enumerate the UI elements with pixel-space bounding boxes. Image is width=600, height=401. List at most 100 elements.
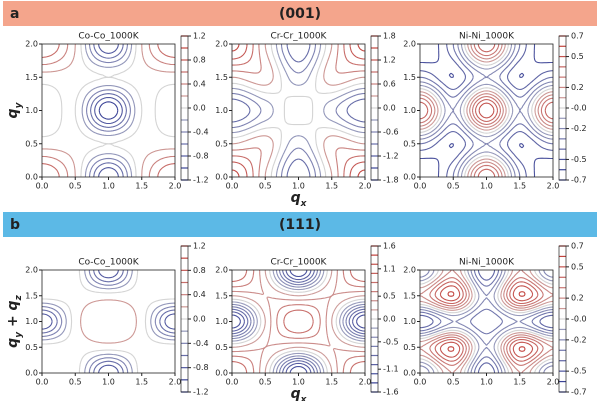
contour-line: [420, 44, 553, 177]
contour-line: [420, 270, 553, 373]
contour-line: [232, 270, 365, 373]
x-tick-label: 2.0: [359, 378, 372, 387]
colorbar-tick-label: -0.8: [193, 152, 209, 161]
x-tick-label: 1.0: [480, 182, 493, 191]
x-axis-label-part: x: [300, 395, 308, 401]
contour-line: [232, 44, 365, 177]
y-axis-label-part: q: [5, 108, 21, 118]
plot-title: Co-Co_1000K: [78, 258, 139, 268]
colorbar-tick-label: -0.5: [571, 367, 587, 376]
colorbar-tick-label: -0.0: [571, 104, 587, 113]
contour-line: [232, 44, 365, 177]
x-tick-label: 2.0: [169, 378, 182, 387]
colorbar-tick-label: 0.5: [571, 52, 584, 61]
plot-title: Ni-Ni_1000K: [459, 32, 515, 42]
contour-line: [232, 44, 365, 177]
y-axis-label-part: q: [5, 338, 21, 348]
x-axis-label-part: q: [291, 190, 301, 206]
colorbar-tick-label: 0.8: [193, 56, 206, 65]
x-tick-label: 2.0: [359, 182, 372, 191]
section-title: (111): [279, 217, 321, 233]
x-tick-label: 1.0: [102, 378, 115, 387]
colorbar-tick-label: 0.5: [383, 292, 396, 301]
colorbar-tick-label: -0.4: [193, 128, 209, 137]
y-axis-label-part: y: [14, 331, 24, 338]
y-tick-label: 0.5: [403, 343, 416, 352]
x-tick-label: 0.0: [414, 378, 427, 387]
x-tick-label: 0.5: [259, 182, 272, 191]
x-tick-label: 1.5: [513, 182, 526, 191]
x-axis-label-part: q: [291, 386, 301, 401]
y-axis-label-part: y: [14, 101, 24, 108]
contour-line: [420, 44, 553, 177]
y-axis-label: qy + qz: [5, 294, 24, 347]
x-tick-label: 0.5: [69, 378, 82, 387]
y-tick-label: 0.5: [25, 139, 38, 148]
x-tick-label: 0.5: [259, 378, 272, 387]
contour-line: [80, 299, 137, 344]
x-tick-label: 1.5: [325, 182, 338, 191]
colorbar-tick-label: -1.6: [383, 388, 399, 397]
colorbar-tick-label: -1.2: [193, 176, 209, 185]
colorbar-tick-label: -1.2: [383, 152, 399, 161]
contour-line: [42, 270, 175, 373]
colorbar-tick-label: 0.5: [571, 262, 584, 271]
contour-line: [420, 44, 553, 177]
contour-line: [232, 44, 365, 177]
y-tick-label: 2.0: [25, 40, 38, 49]
contour-line: [232, 44, 365, 177]
colorbar-tick-label: 0.4: [193, 80, 206, 89]
plot-title: Cr-Cr_1000K: [271, 32, 328, 42]
contour-line: [42, 44, 175, 177]
colorbar-tick-label: 0.0: [383, 315, 396, 324]
contour-line: [420, 44, 553, 177]
x-axis-label-part: x: [300, 199, 308, 209]
section-bar: [3, 1, 597, 26]
contour-plot: Ni-Ni_1000K 0.0 0.5 1.0 1.5 2.0 0.0 0.5 1.0 1.5 2.…: [403, 242, 586, 397]
contour-line: [232, 270, 365, 373]
contour-line: [420, 44, 553, 177]
x-tick-label: 2.0: [547, 182, 560, 191]
colorbar-tick-label: -1.2: [193, 388, 209, 397]
colorbar-tick-label: 1.2: [193, 32, 206, 41]
colorbar-tick-label: -0.7: [571, 388, 587, 397]
contour-line: [420, 270, 553, 373]
x-tick-label: 0.0: [226, 182, 239, 191]
contour-line: [420, 44, 553, 177]
y-tick-label: 0.0: [215, 173, 228, 182]
y-tick-label: 2.0: [215, 266, 228, 275]
contour-line: [420, 270, 553, 373]
plot-title: Cr-Cr_1000K: [271, 258, 328, 268]
contour-line: [232, 44, 365, 177]
y-tick-label: 1.5: [25, 73, 38, 82]
contour-line: [94, 44, 123, 177]
contour-line: [90, 44, 127, 177]
y-tick-label: 1.0: [403, 317, 416, 326]
colorbar-tick-label: -0.2: [571, 335, 587, 344]
contour-line: [232, 270, 365, 373]
contour-line: [420, 44, 553, 177]
x-tick-label: 1.0: [292, 182, 305, 191]
y-tick-label: 1.0: [215, 317, 228, 326]
contour-line: [420, 270, 553, 373]
colorbar-tick-label: 0.6: [383, 80, 396, 89]
colorbar-tick-label: -0.5: [571, 155, 587, 164]
y-tick-label: 0.5: [403, 139, 416, 148]
x-tick-label: 0.0: [36, 378, 49, 387]
colorbar-tick-label: -0.8: [193, 363, 209, 372]
y-tick-label: 1.0: [403, 106, 416, 115]
y-tick-label: 0.0: [403, 173, 416, 182]
colorbar-tick-label: -0.5: [383, 337, 399, 346]
x-tick-label: 1.5: [513, 378, 526, 387]
colorbar-tick-label: 0.8: [193, 266, 206, 275]
contour-plot: Co-Co_1000K 0.0 0.5 1.0 1.5 2.0 0.0 0.5 1.0 1.5 2.…: [5, 242, 209, 397]
contour-line: [232, 270, 365, 373]
x-tick-label: 1.0: [292, 378, 305, 387]
contour-line: [232, 270, 365, 373]
y-axis-label-part: z: [14, 294, 24, 301]
x-tick-label: 1.5: [135, 182, 148, 191]
contour-plot: Ni-Ni_1000K 0.0 0.5 1.0 1.5 2.0 0.0 0.5 1.0 1.5 2.…: [403, 32, 586, 191]
y-tick-label: 0.0: [215, 369, 228, 378]
